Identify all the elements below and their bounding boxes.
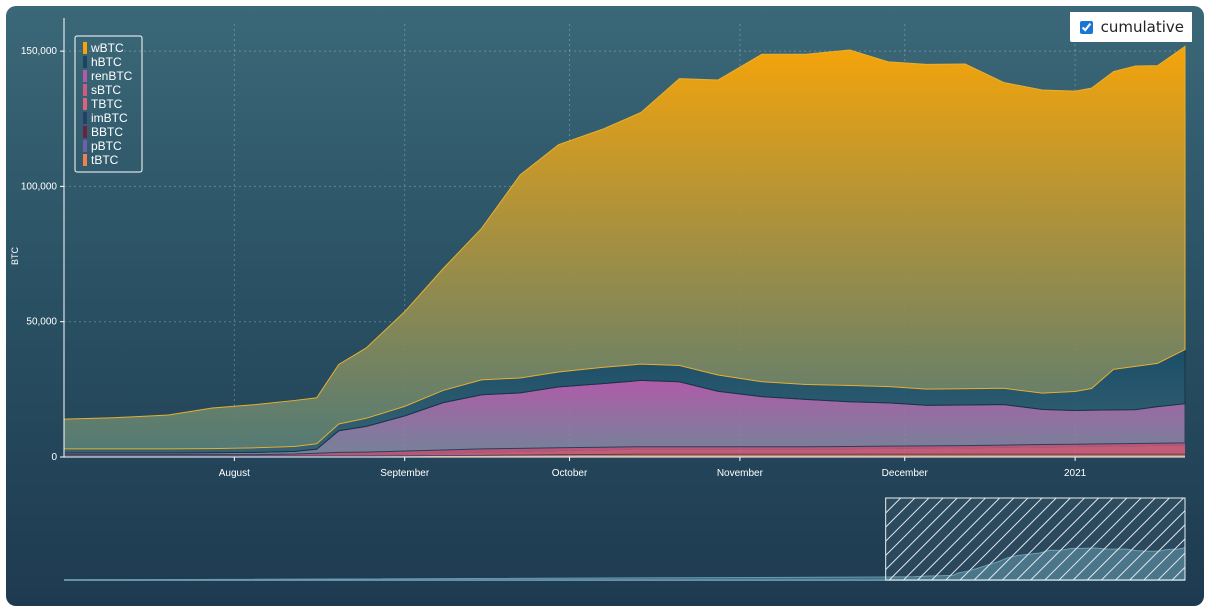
x-tick-label: August — [219, 468, 250, 479]
area-imbtc — [64, 453, 1185, 457]
legend-box — [74, 35, 143, 173]
y-tick-label: 0 — [51, 452, 57, 463]
area-wbtc — [63, 45, 1186, 450]
legend-label-hbtc: hBTC — [91, 55, 122, 69]
area-sbtc — [64, 442, 1185, 456]
stacked-area-chart: 0 50,000 100,000 150,000 August September Octo… — [10, 18, 1186, 581]
legend-label-sbtc: sBTC — [91, 83, 121, 97]
x-tick-label: October — [552, 468, 588, 479]
legend-swatch-pbtc — [83, 140, 87, 152]
x-tick-label: September — [380, 468, 430, 479]
cumulative-label: cumulative — [1100, 18, 1184, 36]
legend-label-pbtc: pBTC — [91, 139, 122, 153]
legend-swatch-tbtc — [83, 98, 87, 110]
y-tick-label: 50,000 — [26, 317, 57, 328]
area-tbtc — [64, 445, 1185, 456]
chart-panel: 0 50,000 100,000 150,000 August September Octo… — [6, 6, 1204, 606]
legend-swatch-imbtc — [83, 112, 87, 124]
x-tick-label: November — [717, 468, 764, 479]
legend-swatch-hbtc — [83, 56, 87, 68]
legend-label-tbtc: TBTC — [91, 97, 123, 111]
series-areas — [63, 45, 1186, 457]
area-pbtc — [64, 454, 1185, 457]
y-tick-label: 100,000 — [21, 181, 58, 192]
area-tbtc — [64, 454, 1185, 457]
cumulative-checkbox[interactable] — [1079, 20, 1093, 34]
legend-swatch-tbtc — [83, 154, 87, 166]
legend-label-tbtc: tBTC — [91, 153, 119, 167]
legend-label-wbtc: wBTC — [90, 41, 124, 55]
legend-swatch-sbtc — [83, 84, 87, 96]
x-tick-label: 2021 — [1064, 468, 1087, 479]
y-tick-label: 150,000 — [21, 46, 58, 57]
x-tick-label: December — [882, 468, 929, 479]
navigator-brush — [885, 497, 1186, 581]
legend-swatch-wbtc — [83, 42, 87, 54]
legend-swatch-bbtc — [83, 126, 87, 138]
legend-label-renbtc: renBTC — [91, 69, 133, 83]
axes: 0 50,000 100,000 150,000 August September Octo… — [21, 18, 1185, 479]
legend-label-bbtc: BBTC — [91, 125, 123, 139]
legend-swatch-renbtc — [83, 70, 87, 82]
y-axis-label: BTC — [10, 246, 20, 265]
legend-label-imbtc: imBTC — [91, 111, 128, 125]
cumulative-toggle[interactable]: cumulative — [1069, 12, 1192, 42]
navigator[interactable] — [63, 497, 1186, 581]
